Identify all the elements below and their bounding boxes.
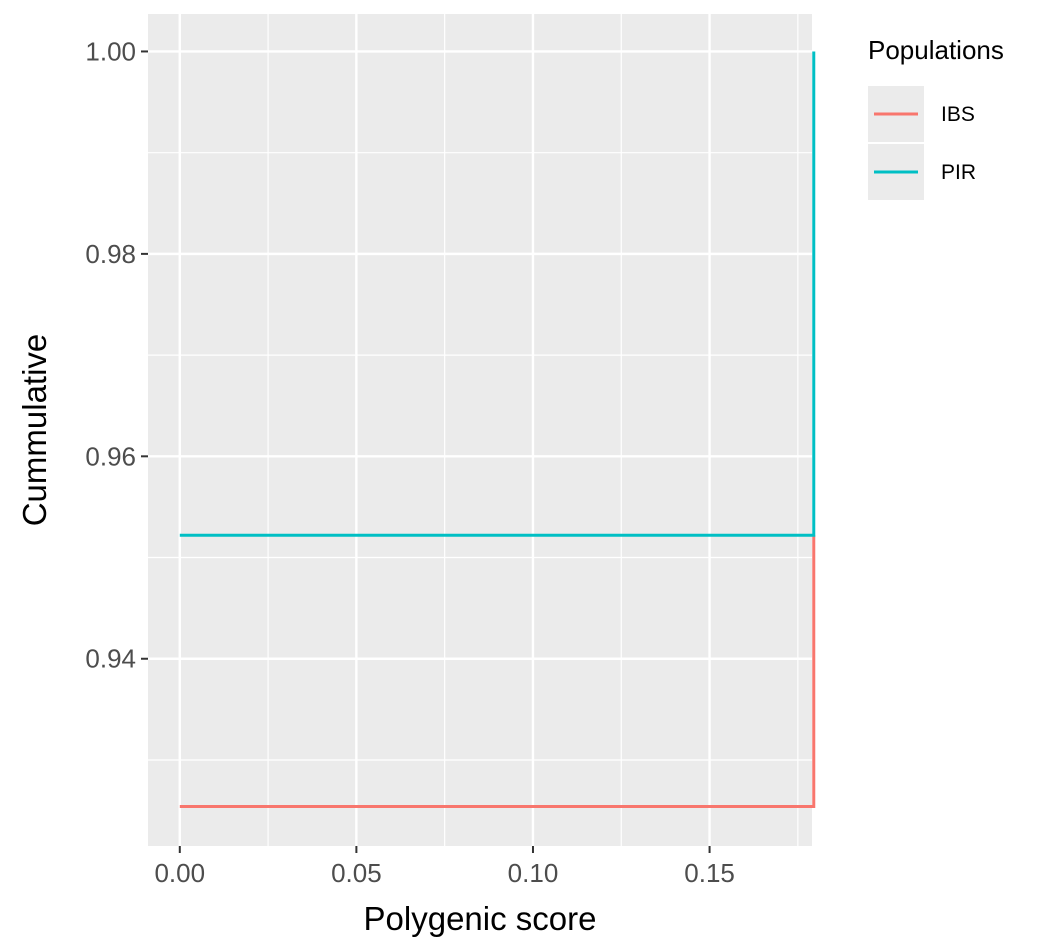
x-tick-label: 0.05 <box>331 858 382 888</box>
minor-grid <box>148 14 812 846</box>
y-axis-title: Cummulative <box>16 334 53 527</box>
plot-panel <box>148 14 812 846</box>
y-tick-label: 0.96 <box>85 441 136 471</box>
x-axis: 0.00 0.05 0.10 0.15 <box>154 846 735 888</box>
series-line-pir <box>179 51 816 537</box>
x-tick-label: 0.00 <box>154 858 205 888</box>
series-line-ibs <box>179 535 816 809</box>
x-tick-label: 0.15 <box>684 858 735 888</box>
y-tick-label: 1.00 <box>85 36 136 66</box>
x-axis-title: Polygenic score <box>364 900 597 937</box>
y-tick-label: 0.98 <box>85 239 136 269</box>
y-axis: 0.94 0.96 0.98 1.00 <box>85 36 148 674</box>
legend-label-pir: PIR <box>941 161 976 184</box>
legend-title: Populations <box>868 35 1004 65</box>
x-tick-label: 0.10 <box>508 858 559 888</box>
y-tick-label: 0.94 <box>85 644 136 674</box>
legend-label-ibs: IBS <box>941 103 975 126</box>
major-grid <box>148 14 812 846</box>
series-layer <box>179 51 816 809</box>
legend: Populations IBS PIR <box>868 35 1004 200</box>
